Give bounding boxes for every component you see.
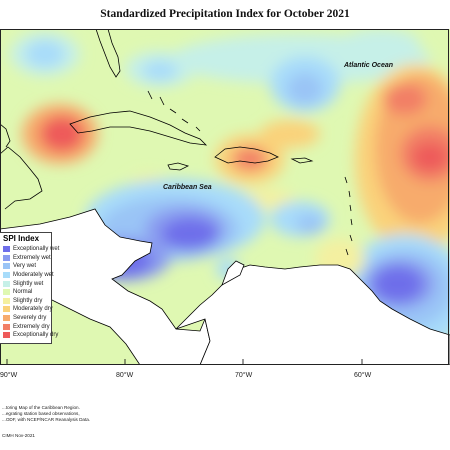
caribbean-sea-label: Caribbean Sea <box>163 184 212 191</box>
legend-item: Normal <box>0 288 51 297</box>
legend-swatch <box>3 315 10 322</box>
legend-swatch <box>3 297 10 304</box>
legend-item: Moderately dry <box>0 305 53 314</box>
atlantic-ocean-label: Atlantic Ocean <box>344 62 394 69</box>
legend-label: Very wet <box>13 263 37 270</box>
footnote-line2: ...egrating station based observations, <box>2 411 80 416</box>
coastlines <box>0 29 353 256</box>
legend-label: Slightly dry <box>13 297 43 304</box>
legend-swatch <box>3 306 10 313</box>
lon-label-60w: 60°W <box>354 372 372 379</box>
legend-item: Slightly dry <box>0 297 51 306</box>
footnote-credit: CIMH Nov-2021 <box>2 433 35 438</box>
spi-fields <box>10 29 450 365</box>
legend-label: Exceptionally dry <box>13 332 59 339</box>
legend-label: Extremely dry <box>13 323 50 330</box>
land-mask <box>0 208 450 365</box>
lon-label-70w: 70°W <box>235 372 253 379</box>
legend-label: Moderately wet <box>13 272 54 279</box>
legend-label: Slightly wet <box>13 280 44 287</box>
legend-item: Exceptionally wet <box>0 245 59 254</box>
legend-swatch <box>3 332 10 339</box>
legend-swatch <box>3 323 10 330</box>
legend-item: Exceptionally dry <box>0 331 58 340</box>
lon-label-90w: 90°W <box>0 372 18 379</box>
spi-legend: SPI Index Exceptionally wet Extremely wet… <box>0 232 59 344</box>
legend-swatch <box>3 246 10 253</box>
legend-swatch <box>3 272 10 279</box>
legend-item: Moderately wet <box>0 271 54 280</box>
legend-swatch <box>3 289 10 296</box>
legend-label: Exceptionally wet <box>13 246 60 253</box>
legend-swatch <box>3 263 10 270</box>
legend-label: Extremely wet <box>13 254 51 261</box>
legend-item: Extremely wet <box>0 254 51 263</box>
legend-item: Slightly wet <box>0 279 51 288</box>
footnote-line1: ...toring Map of the Caribbean Region. <box>2 405 80 410</box>
legend-label: Severely dry <box>13 315 47 322</box>
legend-item: Extremely dry <box>0 322 51 331</box>
lon-label-80w: 80°W <box>116 372 134 379</box>
legend-item: Very wet <box>0 262 51 271</box>
spi-map-canvas <box>0 29 450 365</box>
spi-map <box>0 29 450 365</box>
legend-swatch <box>3 280 10 287</box>
legend-label: Normal <box>13 289 33 296</box>
footnote-line3: ...ODF, with NCEP/NCAR Reanalysis Data. <box>2 417 91 422</box>
legend-title: SPI Index <box>3 234 40 243</box>
legend-label: Moderately dry <box>13 306 53 313</box>
map-title: Standardized Precipitation Index for Oct… <box>100 8 350 20</box>
legend-item: Severely dry <box>0 314 51 323</box>
legend-items: Exceptionally wet Extremely wet Very wet Mo… <box>0 245 59 340</box>
legend-swatch <box>3 254 10 261</box>
